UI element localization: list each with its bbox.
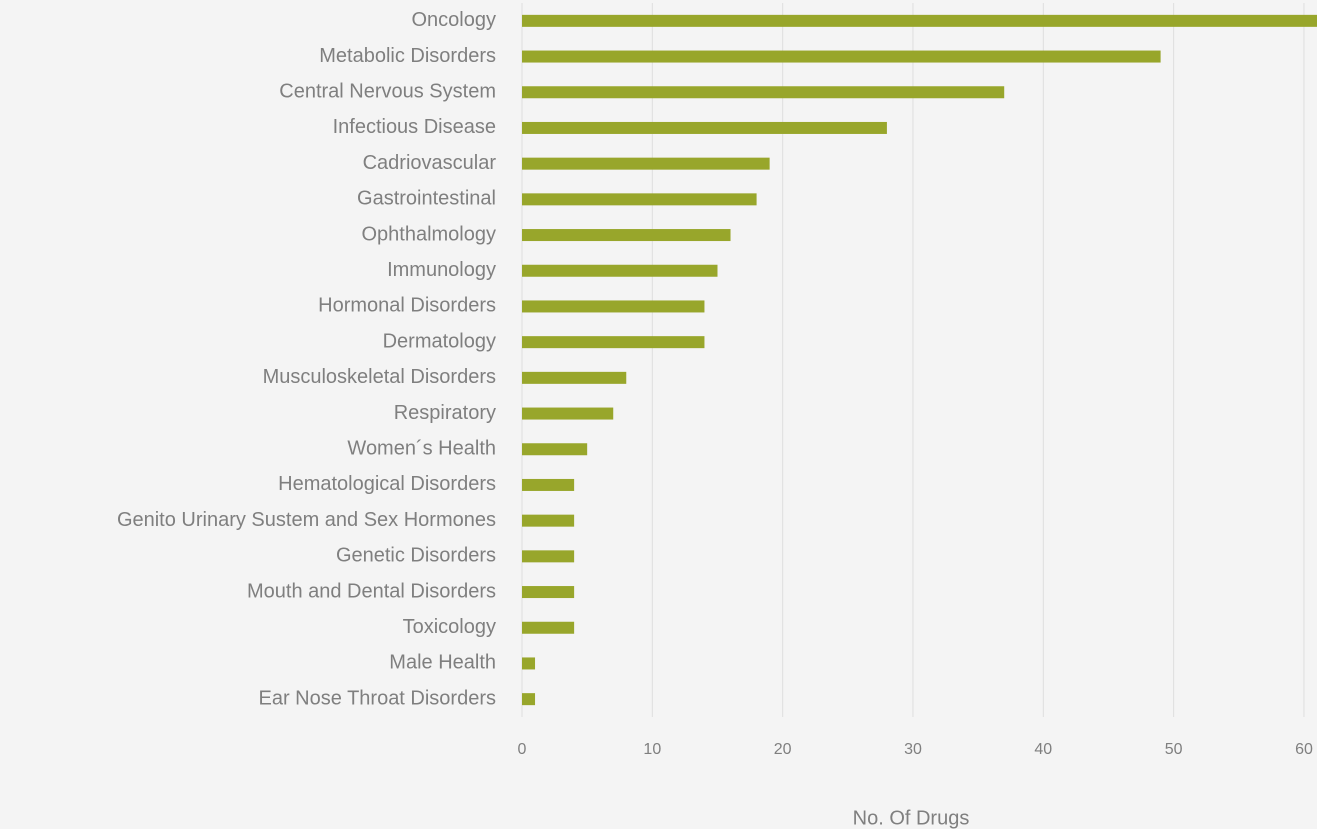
x-tick-label: 10 [643, 741, 661, 758]
y-tick-label: Mouth and Dental Disorders [247, 580, 496, 602]
y-tick-label: Gastrointestinal [357, 188, 496, 210]
bar [522, 514, 575, 527]
x-tick-label: 60 [1295, 741, 1313, 758]
bar [522, 693, 536, 706]
y-tick-label: Cadriovascular [363, 152, 497, 174]
bar [522, 443, 588, 456]
y-tick-label: Musculoskeletal Disorders [263, 366, 496, 388]
x-tick-label: 50 [1165, 741, 1183, 758]
bar [522, 300, 705, 313]
bar [522, 478, 575, 491]
y-tick-label: Genetic Disorders [336, 545, 496, 567]
y-tick-label: Genito Urinary Sustem and Sex Hormones [117, 509, 496, 531]
y-tick-label: Toxicology [403, 616, 496, 638]
bar [522, 371, 627, 384]
y-tick-label: Dermatology [383, 330, 496, 352]
bar [522, 121, 887, 134]
x-tick-label: 20 [774, 741, 792, 758]
y-tick-label: Male Health [389, 652, 496, 674]
grid [521, 3, 1305, 717]
y-tick-label: Women´s Health [347, 438, 496, 460]
y-tick-label: Hormonal Disorders [318, 295, 496, 317]
bar [522, 657, 536, 670]
bar [522, 157, 770, 170]
bar [522, 229, 731, 242]
x-axis-title: No. Of Drugs [853, 807, 970, 829]
bars [522, 14, 1317, 706]
bar [522, 193, 757, 206]
y-tick-label: Oncology [412, 9, 497, 31]
y-tick-label: Ophthalmology [361, 223, 496, 245]
bar [522, 586, 575, 599]
bar [522, 14, 1317, 27]
bar [522, 621, 575, 634]
y-tick-label: Respiratory [394, 402, 496, 424]
x-tick-label: 30 [904, 741, 922, 758]
bar [522, 407, 614, 420]
bar [522, 550, 575, 563]
y-tick-label: Immunology [387, 259, 496, 281]
x-tick-label: 40 [1034, 741, 1052, 758]
bar [522, 50, 1161, 63]
y-tick-label: Hematological Disorders [278, 473, 496, 495]
bar [522, 86, 1005, 99]
x-tick-label: 0 [518, 741, 527, 758]
y-tick-label: Central Nervous System [279, 81, 496, 103]
y-tick-label: Ear Nose Throat Disorders [259, 687, 497, 709]
bar [522, 264, 718, 277]
y-tick-label: Infectious Disease [333, 116, 496, 138]
bar [522, 336, 705, 349]
y-tick-label: Metabolic Disorders [319, 45, 496, 67]
